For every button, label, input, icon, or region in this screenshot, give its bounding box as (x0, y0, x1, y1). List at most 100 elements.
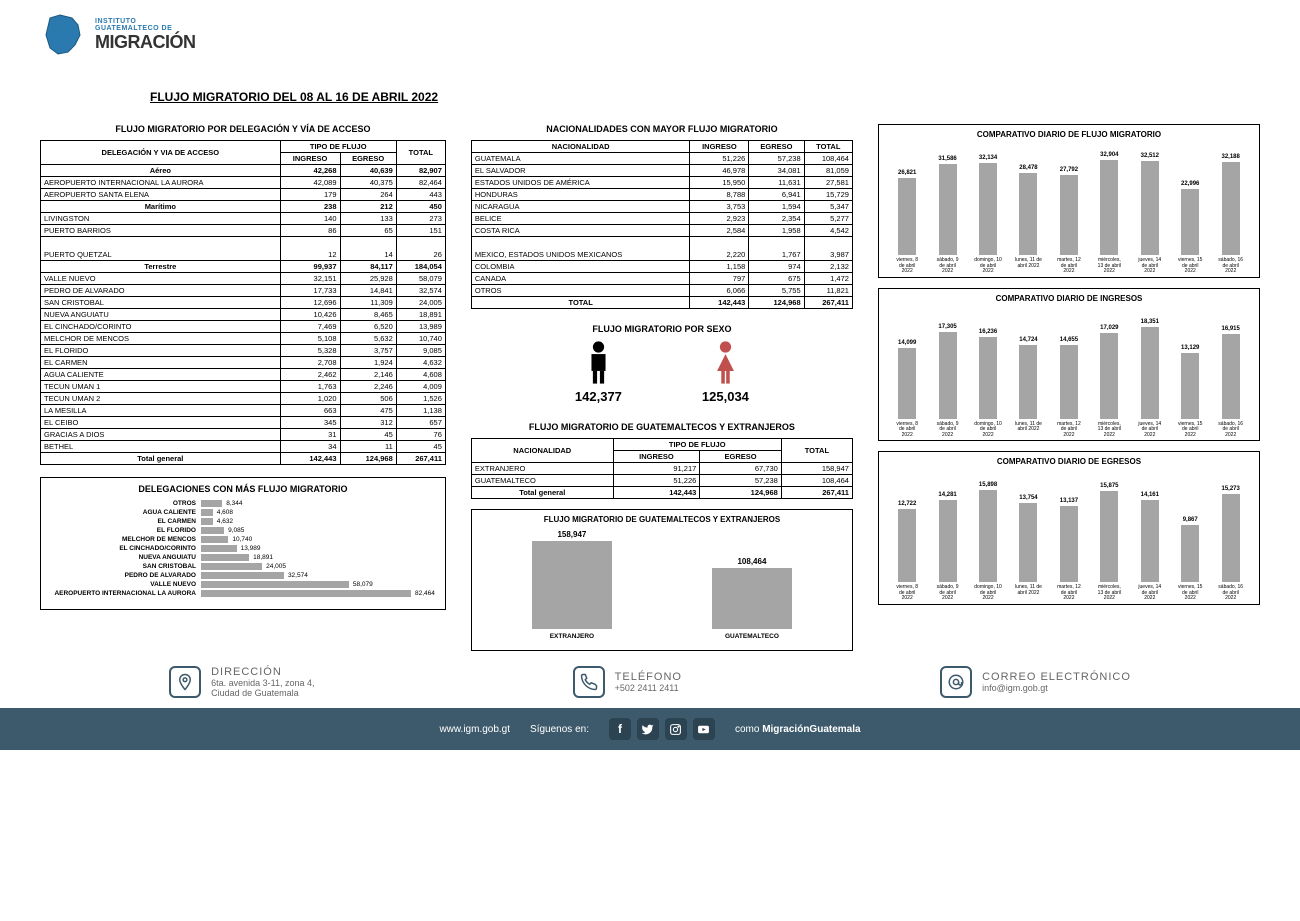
vbar-item: 13,754 (1014, 472, 1042, 582)
contacts-row: DIRECCIÓN 6ta. avenida 3-11, zona 4, Ciu… (40, 666, 1260, 698)
table-row: PUERTO QUETZAL121426 (41, 237, 446, 261)
t3-total-label: Total general (471, 487, 613, 499)
vbar-item: 31,586 (934, 145, 962, 255)
hbar-row: OTROS8,344 (51, 500, 435, 507)
vbar-label: viernes, 15 de abril 2022 (1176, 422, 1204, 439)
nationality-table: NACIONALIDAD INGRESO EGRESO TOTAL GUATEM… (471, 140, 853, 309)
guatemala-map-icon (40, 10, 90, 60)
logo-line2: GUATEMALTECO DE (95, 25, 196, 32)
table-row: BELICE2,9232,3545,277 (471, 213, 852, 225)
table-row: NUEVA ANGUIATU10,4268,46518,891 (41, 309, 446, 321)
vbar-label: viernes, 8 de abril 2022 (893, 585, 921, 602)
table-row: TECUN UMAN 11,7632,2464,009 (41, 381, 446, 393)
vbar-item: 26,821 (893, 145, 921, 255)
col-right: COMPARATIVO DIARIO DE FLUJO MIGRATORIO26… (878, 124, 1260, 651)
female-icon (708, 340, 743, 385)
vbar-label: domingo, 10 de abril 2022 (974, 585, 1002, 602)
instagram-icon[interactable] (665, 718, 687, 740)
th3-nac: NACIONALIDAD (471, 439, 613, 463)
vbar-item: 13,129 (1176, 309, 1204, 419)
table-row: CANADA7976751,472 (471, 273, 852, 285)
dir-line2: Ciudad de Guatemala (211, 688, 314, 698)
tel-line1: +502 2411 2411 (615, 683, 682, 693)
hbar-title: DELEGACIONES CON MÁS FLUJO MIGRATORIO (51, 484, 435, 494)
vbar-chart: COMPARATIVO DIARIO DE INGRESOS14,09917,3… (878, 288, 1260, 442)
hbar-chart: DELEGACIONES CON MÁS FLUJO MIGRATORIO OT… (40, 477, 446, 610)
vbar-label: sábado, 16 de abril 2022 (1217, 422, 1245, 439)
table-row: GRACIAS A DIOS314576 (41, 429, 446, 441)
footer-url: www.igm.gob.gt (439, 724, 510, 735)
table-row: VALLE NUEVO32,15125,92858,079 (41, 273, 446, 285)
th2-ing: INGRESO (690, 141, 749, 153)
dir-line1: 6ta. avenida 3-11, zona 4, (211, 678, 314, 688)
vbar-label: lunes, 11 de abril 2022 (1014, 422, 1042, 439)
vbar-label: viernes, 8 de abril 2022 (893, 258, 921, 275)
vbar-item: 28,478 (1014, 145, 1042, 255)
delegation-table: DELEGACIÓN Y VIA DE ACCESO TIPO DE FLUJO… (40, 140, 446, 465)
table-row: AGUA CALIENTE2,4622,1464,608 (41, 369, 446, 381)
table-row: PUERTO BARRIOS8665151 (41, 225, 446, 237)
logo-line3: MIGRACIÓN (95, 32, 196, 53)
table-row: AEROPUERTO SANTA ELENA179264443 (41, 189, 446, 201)
table-row: COLOMBIA1,1589742,132 (471, 261, 852, 273)
hbar-row: EL FLORIDO9,085 (51, 527, 435, 534)
sex-female-val: 125,034 (702, 389, 749, 404)
th3-tot: TOTAL (781, 439, 852, 463)
ext-chart-title: FLUJO MIGRATORIO DE GUATEMALTECOS Y EXTR… (482, 515, 842, 524)
hbar-row: SAN CRISTOBAL24,005 (51, 563, 435, 570)
vbar-label: martes, 12 de abril 2022 (1055, 258, 1083, 275)
location-icon (169, 666, 201, 698)
table-row: TECUN UMAN 21,0205061,526 (41, 393, 446, 405)
sex-section: FLUJO MIGRATORIO POR SEXO 142,377 125,03… (471, 324, 853, 404)
ext-chart: FLUJO MIGRATORIO DE GUATEMALTECOS Y EXTR… (471, 509, 853, 651)
male-icon (581, 340, 616, 385)
table-row: EXTRANJERO91,21767,730158,947 (471, 463, 852, 475)
table-row: SAN CRISTOBAL12,69611,30924,005 (41, 297, 446, 309)
th-total: TOTAL (396, 141, 445, 165)
th2-tot: TOTAL (804, 141, 852, 153)
table-row: EL CARMEN2,7081,9244,632 (41, 357, 446, 369)
col-mid: NACIONALIDADES CON MAYOR FLUJO MIGRATORI… (471, 124, 853, 651)
vbar-item: 16,236 (974, 309, 1002, 419)
table-row: AEROPUERTO INTERNACIONAL LA AURORA42,089… (41, 177, 446, 189)
col-left: FLUJO MIGRATORIO POR DELEGACIÓN Y VÍA DE… (40, 124, 446, 651)
ext-bar-item: 108,464GUATEMALTECO (712, 530, 792, 640)
t3-total-ing: 142,443 (613, 487, 700, 499)
t3-total-tot: 267,411 (781, 487, 852, 499)
t1-total-egreso: 124,968 (340, 453, 396, 465)
table-row: Marítimo238212450 (41, 201, 446, 213)
mail-line1: info@igm.gob.gt (982, 683, 1131, 693)
table1-title: FLUJO MIGRATORIO POR DELEGACIÓN Y VÍA DE… (40, 124, 446, 134)
twitter-icon[interactable] (637, 718, 659, 740)
t1-total-total: 267,411 (396, 453, 445, 465)
table3-title: FLUJO MIGRATORIO DE GUATEMALTECOS Y EXTR… (471, 422, 853, 432)
vbar-item: 15,273 (1217, 472, 1245, 582)
t1-total-label: Total general (41, 453, 281, 465)
tel-heading: TELÉFONO (615, 671, 682, 683)
vbar-item: 14,655 (1055, 309, 1083, 419)
vbar-item: 14,161 (1136, 472, 1164, 582)
vbar-item: 18,351 (1136, 309, 1164, 419)
youtube-icon[interactable] (693, 718, 715, 740)
t2-total-label: TOTAL (471, 297, 690, 309)
hbar-row: EL CARMEN4,632 (51, 518, 435, 525)
vbar-item: 9,867 (1176, 472, 1204, 582)
sex-male-val: 142,377 (575, 389, 622, 404)
table2-title: NACIONALIDADES CON MAYOR FLUJO MIGRATORI… (471, 124, 853, 134)
vbar-label: jueves, 14 de abril 2022 (1136, 258, 1164, 275)
table-row: PEDRO DE ALVARADO17,73314,84132,574 (41, 285, 446, 297)
vbar-label: lunes, 11 de abril 2022 (1014, 585, 1042, 602)
table-row: Aéreo42,26840,63982,907 (41, 165, 446, 177)
th3-ing: INGRESO (613, 451, 700, 463)
facebook-icon[interactable]: f (609, 718, 631, 740)
table-row: EL SALVADOR46,97834,08181,059 (471, 165, 852, 177)
vbar-item: 17,305 (934, 309, 962, 419)
vbar-item: 22,996 (1176, 145, 1204, 255)
vbar-item: 14,099 (893, 309, 921, 419)
email-icon (940, 666, 972, 698)
vbar-item: 32,134 (974, 145, 1002, 255)
vbar-label: sábado, 9 de abril 2022 (934, 585, 962, 602)
table-row: NICARAGUA3,7531,5945,347 (471, 201, 852, 213)
hbar-row: VALLE NUEVO58,079 (51, 581, 435, 588)
logo-line1: INSTITUTO (95, 18, 196, 25)
